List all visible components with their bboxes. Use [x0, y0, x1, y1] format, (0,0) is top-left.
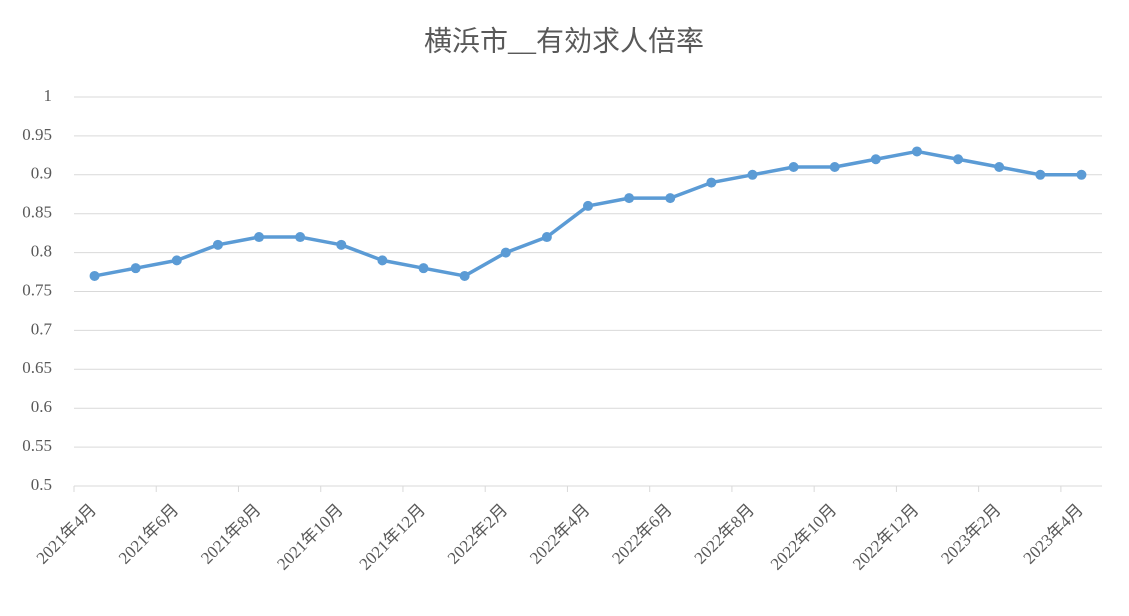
y-tick-label: 0.9	[31, 164, 52, 183]
data-point	[171, 255, 182, 266]
data-point	[1035, 169, 1046, 180]
data-point	[665, 193, 676, 204]
data-point	[788, 162, 799, 173]
data-point	[624, 193, 635, 204]
data-point	[747, 169, 758, 180]
data-point	[829, 162, 840, 173]
y-tick-label: 0.75	[22, 280, 52, 299]
data-point	[418, 263, 429, 274]
chart-title: 横浜市__有効求人倍率	[424, 25, 704, 57]
y-tick-label: 0.55	[22, 436, 52, 455]
data-point	[377, 255, 388, 266]
data-point	[1076, 169, 1087, 180]
data-point	[953, 154, 964, 165]
y-tick-label: 0.5	[31, 475, 52, 494]
data-point	[336, 239, 347, 250]
data-point	[89, 270, 100, 281]
y-tick-label: 0.6	[31, 397, 52, 416]
y-tick-label: 0.7	[31, 319, 53, 338]
data-point	[870, 154, 881, 165]
data-point	[911, 146, 922, 157]
y-tick-label: 0.8	[31, 242, 52, 261]
data-point	[212, 239, 223, 250]
data-point	[254, 232, 265, 243]
y-tick-label: 0.65	[22, 358, 52, 377]
data-point	[706, 177, 717, 188]
data-point	[500, 247, 511, 258]
data-point	[994, 162, 1005, 173]
y-tick-label: 0.85	[22, 203, 52, 222]
y-tick-label: 0.95	[22, 125, 52, 144]
data-point	[459, 270, 470, 281]
y-tick-label: 1	[44, 86, 53, 105]
data-point	[295, 232, 306, 243]
data-point	[583, 200, 593, 211]
data-point	[130, 263, 141, 274]
data-point	[541, 232, 552, 243]
